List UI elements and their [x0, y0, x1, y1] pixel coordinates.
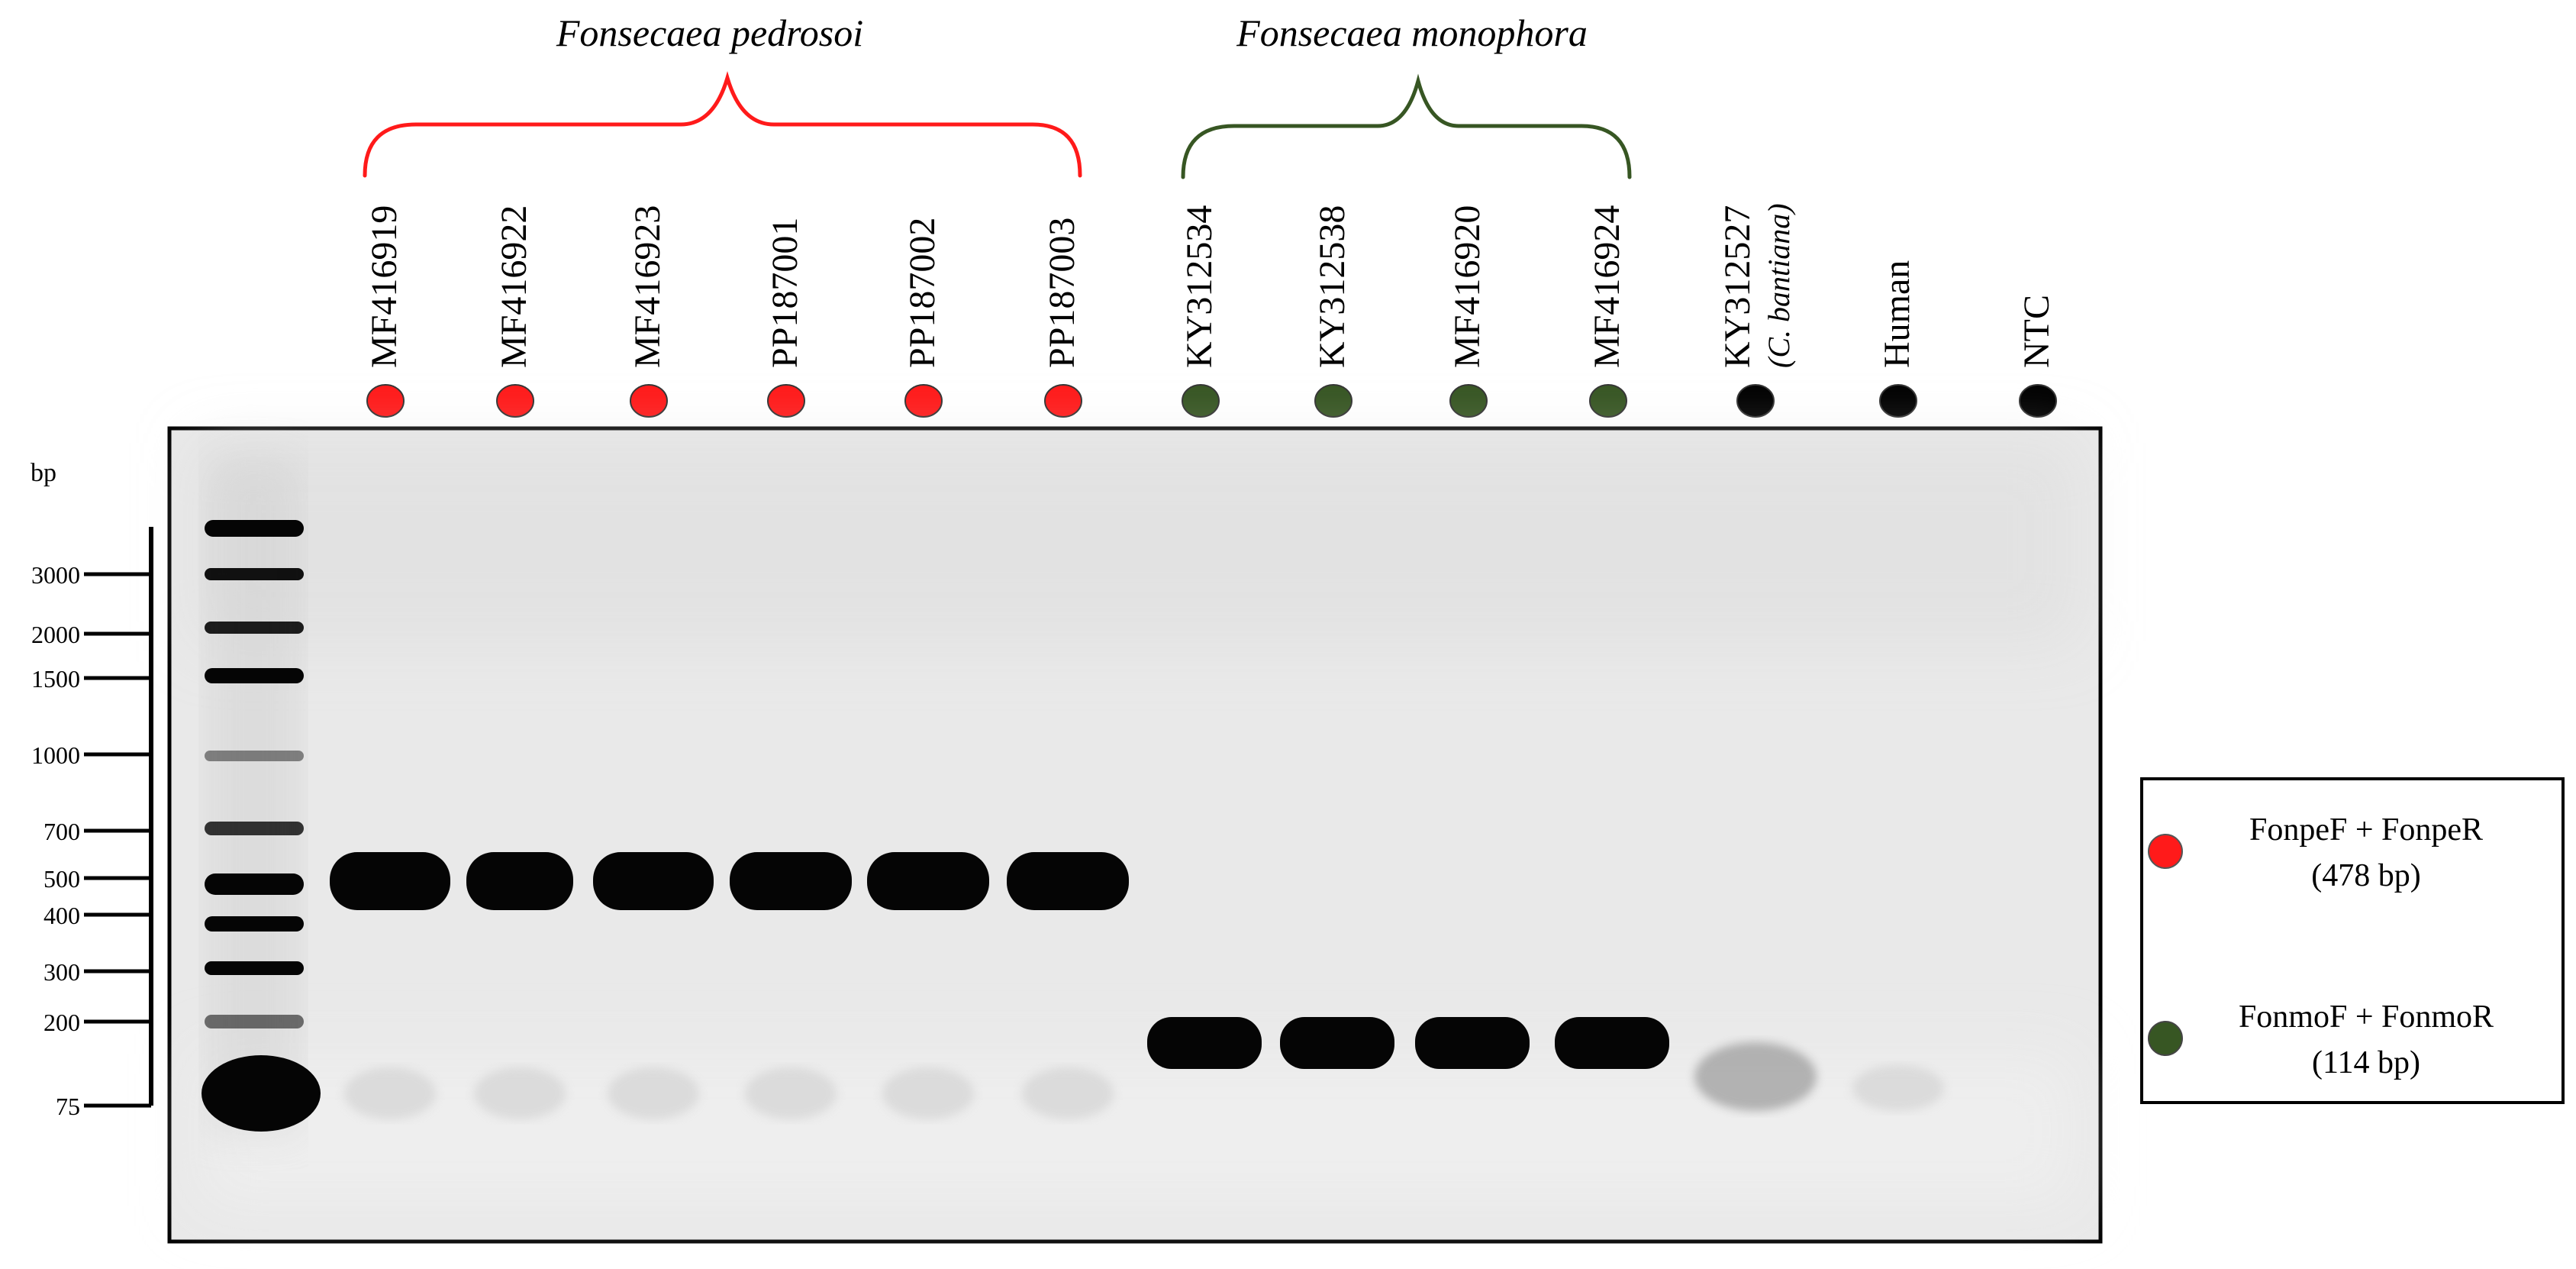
sample-smear [1022, 1067, 1114, 1119]
sample-smear [882, 1067, 974, 1119]
ladder-band [205, 822, 304, 835]
lane-label: PP187001 [765, 218, 805, 368]
sample-smear [474, 1067, 566, 1119]
legend-item-1-line1: FonpeF + FonpeR [2249, 812, 2483, 848]
lane-dot [2019, 384, 2057, 418]
sample-band [330, 852, 450, 910]
ladder-band [202, 1055, 321, 1132]
lane-dot [904, 384, 943, 418]
legend-item-2-line1: FonmoF + FonmoR [2239, 999, 2494, 1035]
lane-label: Human [1877, 260, 1917, 368]
sample-band [466, 852, 573, 910]
lane-label: KY312538 [1312, 205, 1352, 368]
legend-item-1-line2: (478 bp) [2311, 858, 2420, 893]
ladder-tick-label: 200 [44, 1009, 80, 1036]
lane-dot [767, 384, 805, 418]
ladder-tick-label: 300 [44, 958, 80, 986]
ladder-lane [202, 520, 321, 1132]
ladder-band [205, 961, 304, 975]
ladder-band [205, 520, 304, 537]
ladder-band [205, 568, 304, 580]
lane-label: MF416922 [494, 205, 534, 368]
sample-smear [1694, 1042, 1817, 1111]
lane-dots [366, 384, 2057, 418]
sample-smear [745, 1067, 837, 1119]
sample-band [593, 852, 714, 910]
ladder-band [205, 668, 304, 683]
sample-band [1007, 852, 1129, 910]
sample-band [867, 852, 989, 910]
ladder-band [205, 1015, 304, 1028]
lane-sublabel: (C. bantiana) [1762, 203, 1796, 368]
ladder-tick-label: 1500 [31, 665, 80, 693]
sample-band [730, 852, 852, 910]
legend-box [2140, 777, 2565, 1104]
lane-dot [1044, 384, 1082, 418]
lane-label: NTC [2017, 295, 2057, 368]
lane-label: KY312534 [1179, 205, 1220, 368]
ladder-scale: 3000 2000 1500 1000 700 500 400 300 200 75 [31, 561, 151, 1120]
ladder-tick-label: 2000 [31, 621, 80, 648]
sample-band [1280, 1017, 1394, 1069]
lane-label: MF416920 [1447, 205, 1488, 368]
lane-label: MF416923 [627, 205, 668, 368]
ladder-band [205, 916, 304, 932]
gel-background-shading [198, 443, 2076, 1206]
sample-smear [344, 1067, 436, 1119]
sample-smear [608, 1067, 699, 1119]
ladder-tick-label: 3000 [31, 561, 80, 589]
ladder-unit-label: bp [31, 459, 56, 487]
group-title-monophora: Fonsecaea monophora [1236, 11, 1588, 54]
legend-item-2-line2: (114 bp) [2312, 1045, 2420, 1080]
lane-dot [496, 384, 534, 418]
bracket-monophora [1181, 73, 1632, 179]
lane-label: PP187002 [902, 218, 943, 368]
lane-label: PP187003 [1042, 218, 1082, 368]
ladder-tick-label: 1000 [31, 741, 80, 769]
lane-label: MF416919 [364, 205, 405, 368]
ladder-smear [208, 458, 299, 1130]
sample-band [1147, 1017, 1262, 1069]
lane-dot [1449, 384, 1488, 418]
ladder-tick-label: 75 [56, 1093, 80, 1120]
group-title-pedrosoi: Fonsecaea pedrosoi [556, 11, 863, 54]
ladder-band [205, 622, 304, 634]
sample-band [1415, 1017, 1530, 1069]
lane-dot [1589, 384, 1627, 418]
legend-green-dot [2148, 1021, 2183, 1056]
lane-dot [1879, 384, 1917, 418]
lane-dot [366, 384, 405, 418]
lane-dot [630, 384, 668, 418]
lane-label: MF416924 [1587, 205, 1627, 368]
lane-labels: MF416919 MF416922 MF416923 PP187001 PP187002… [364, 203, 2057, 368]
lane-label: KY312527 [1717, 205, 1758, 368]
ladder-tick-label: 700 [44, 818, 80, 845]
lane-dot [1182, 384, 1220, 418]
sample-bands [330, 852, 1944, 1119]
ladder-tick-label: 500 [44, 865, 80, 893]
sample-smear [1852, 1065, 1944, 1111]
lane-dot [1736, 384, 1775, 418]
lane-dot [1314, 384, 1352, 418]
ladder-band [205, 873, 304, 895]
ladder-tick-label: 400 [44, 902, 80, 929]
legend-red-dot [2148, 834, 2183, 869]
bracket-pedrosoi [363, 71, 1082, 178]
sample-band [1555, 1017, 1669, 1069]
ladder-band [205, 751, 304, 761]
